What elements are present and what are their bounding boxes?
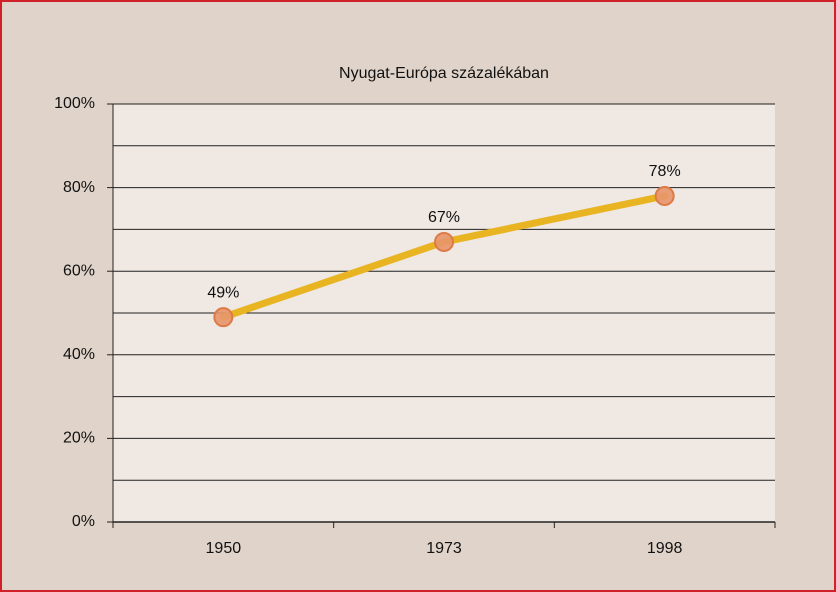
marker — [434, 231, 454, 252]
data-label: 49% — [207, 284, 239, 301]
data-label: 67% — [428, 209, 460, 226]
y-tick-label: 40% — [63, 346, 95, 363]
x-tick-label: 1998 — [647, 540, 683, 557]
x-tick-label: 1973 — [426, 540, 462, 557]
y-tick-label: 20% — [63, 430, 95, 447]
data-label: 78% — [649, 163, 681, 180]
y-tick-label: 100% — [54, 95, 95, 112]
x-tick-label: 1950 — [206, 540, 242, 557]
y-tick-label: 80% — [63, 179, 95, 196]
marker — [213, 307, 234, 328]
y-tick-label: 0% — [72, 513, 95, 530]
y-tick-label: 60% — [63, 262, 95, 279]
chart-title: Nyugat-Európa százalékában — [339, 65, 549, 82]
marker — [654, 185, 675, 206]
